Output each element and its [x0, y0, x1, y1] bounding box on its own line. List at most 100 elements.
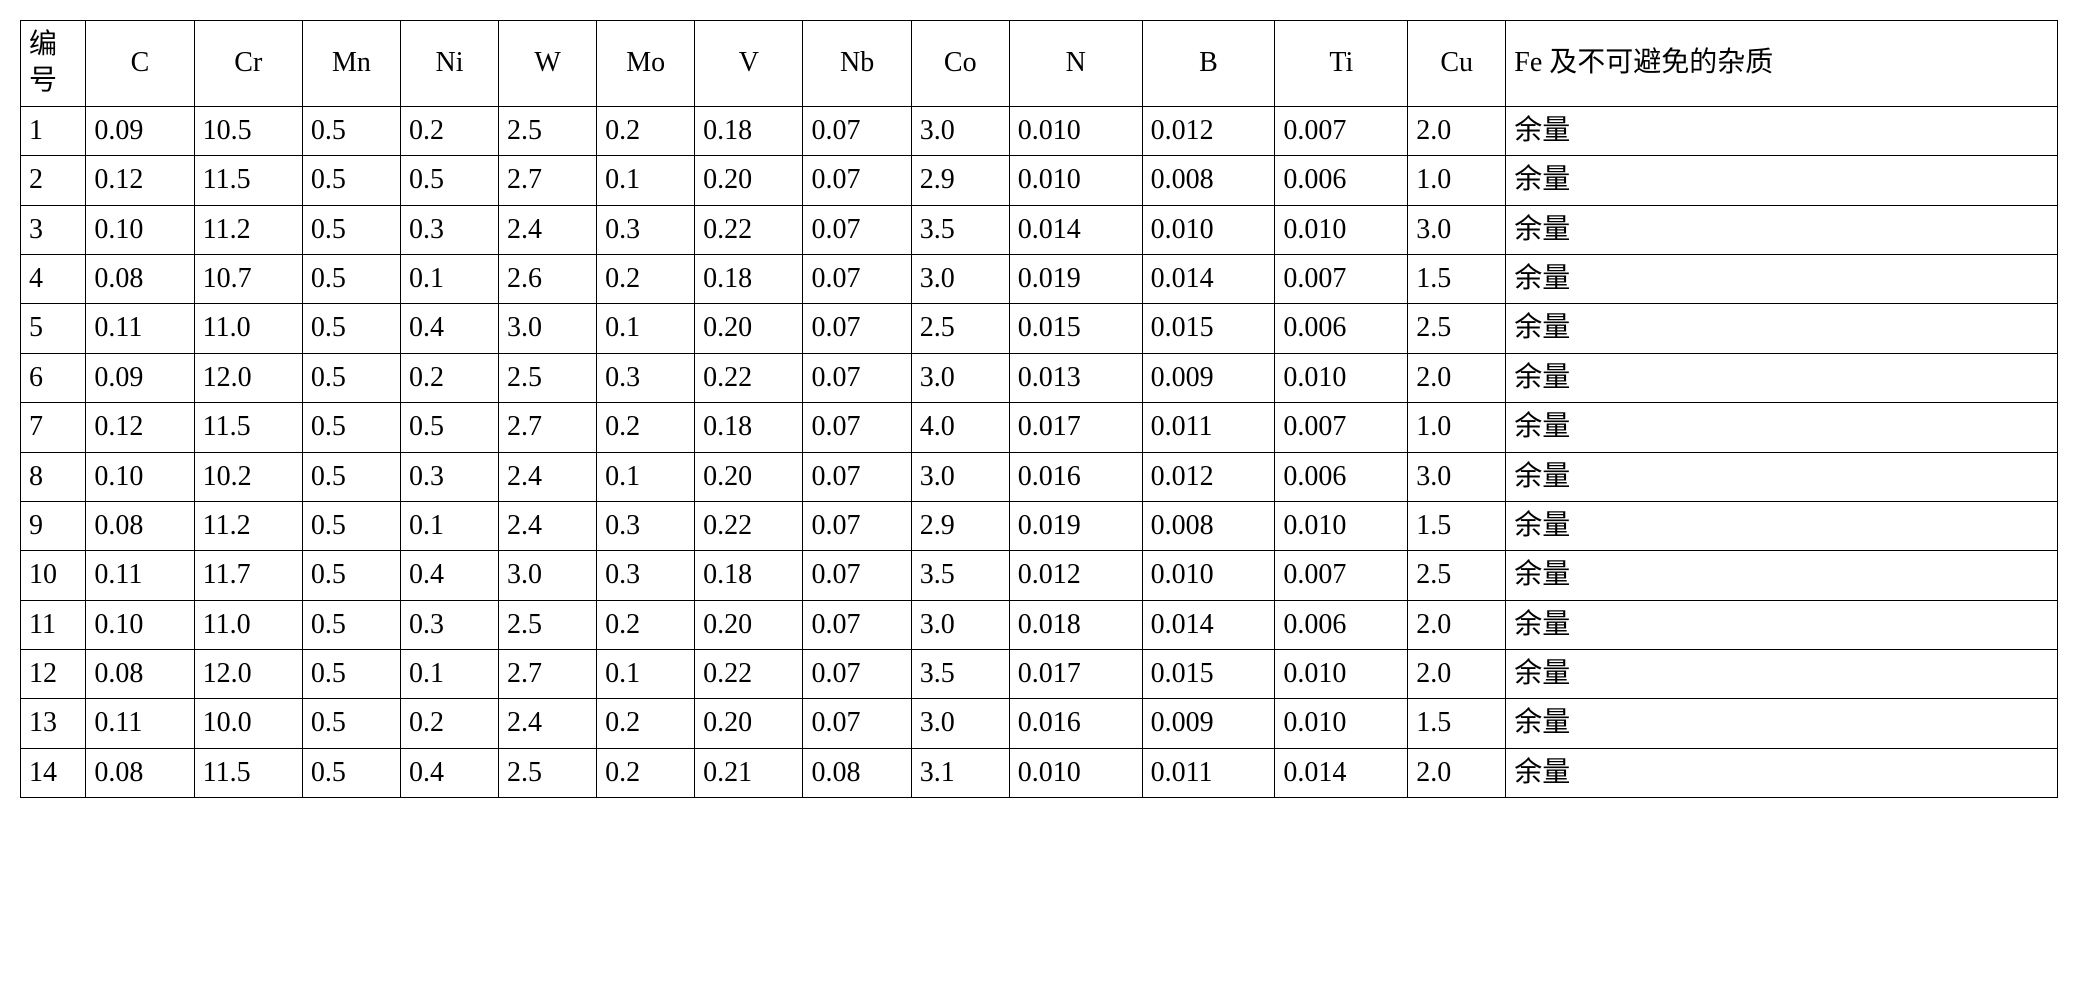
table-cell: 2.7 — [499, 156, 597, 205]
table-cell: 0.5 — [302, 650, 400, 699]
table-cell: 余量 — [1506, 551, 2058, 600]
table-cell: 0.2 — [400, 699, 498, 748]
table-cell: 4 — [21, 254, 86, 303]
table-cell: 0.07 — [803, 551, 911, 600]
table-cell: 0.07 — [803, 156, 911, 205]
table-cell: 0.5 — [302, 403, 400, 452]
table-cell: 11.7 — [194, 551, 302, 600]
table-cell: 0.2 — [597, 254, 695, 303]
table-cell: 0.3 — [597, 501, 695, 550]
column-header-c: C — [86, 21, 194, 107]
table-cell: 11.0 — [194, 600, 302, 649]
table-cell: 3.0 — [911, 106, 1009, 155]
table-cell: 11.5 — [194, 748, 302, 797]
table-cell: 2.4 — [499, 501, 597, 550]
table-cell: 0.014 — [1009, 205, 1142, 254]
table-cell: 11.5 — [194, 403, 302, 452]
table-cell: 0.009 — [1142, 699, 1275, 748]
table-cell: 11.2 — [194, 501, 302, 550]
table-cell: 3.1 — [911, 748, 1009, 797]
table-cell: 11.5 — [194, 156, 302, 205]
table-cell: 0.22 — [695, 501, 803, 550]
table-cell: 6 — [21, 353, 86, 402]
table-cell: 0.015 — [1142, 650, 1275, 699]
table-row: 50.1111.00.50.43.00.10.200.072.50.0150.0… — [21, 304, 2058, 353]
table-cell: 0.07 — [803, 254, 911, 303]
table-cell: 10.7 — [194, 254, 302, 303]
table-cell: 2.0 — [1408, 353, 1506, 402]
table-cell: 0.5 — [302, 501, 400, 550]
table-cell: 0.2 — [400, 106, 498, 155]
table-cell: 0.07 — [803, 304, 911, 353]
table-cell: 13 — [21, 699, 86, 748]
table-cell: 0.012 — [1009, 551, 1142, 600]
table-cell: 0.2 — [597, 699, 695, 748]
table-cell: 0.018 — [1009, 600, 1142, 649]
column-header-ti: Ti — [1275, 21, 1408, 107]
table-cell: 2.5 — [1408, 551, 1506, 600]
column-header-id: 编号 — [21, 21, 86, 107]
column-header-co: Co — [911, 21, 1009, 107]
table-cell: 余量 — [1506, 106, 2058, 155]
table-cell: 0.2 — [400, 353, 498, 402]
table-cell: 余量 — [1506, 650, 2058, 699]
table-cell: 2.4 — [499, 699, 597, 748]
table-cell: 3.5 — [911, 551, 1009, 600]
table-cell: 0.012 — [1142, 106, 1275, 155]
table-cell: 2.4 — [499, 205, 597, 254]
table-cell: 0.07 — [803, 205, 911, 254]
table-cell: 0.006 — [1275, 304, 1408, 353]
table-cell: 0.006 — [1275, 156, 1408, 205]
table-cell: 10 — [21, 551, 86, 600]
table-cell: 0.3 — [597, 353, 695, 402]
column-header-ni: Ni — [400, 21, 498, 107]
table-row: 110.1011.00.50.32.50.20.200.073.00.0180.… — [21, 600, 2058, 649]
table-cell: 0.18 — [695, 106, 803, 155]
table-cell: 0.20 — [695, 452, 803, 501]
table-cell: 2.0 — [1408, 748, 1506, 797]
table-cell: 0.5 — [400, 403, 498, 452]
table-cell: 0.010 — [1275, 501, 1408, 550]
table-cell: 0.5 — [400, 156, 498, 205]
table-cell: 0.007 — [1275, 254, 1408, 303]
table-cell: 0.12 — [86, 156, 194, 205]
table-cell: 10.2 — [194, 452, 302, 501]
table-cell: 0.010 — [1009, 748, 1142, 797]
table-cell: 0.08 — [803, 748, 911, 797]
table-cell: 0.010 — [1275, 353, 1408, 402]
table-cell: 0.08 — [86, 748, 194, 797]
table-cell: 0.12 — [86, 403, 194, 452]
table-cell: 0.013 — [1009, 353, 1142, 402]
table-head: 编号CCrMnNiWMoVNbCoNBTiCuFe 及不可避免的杂质 — [21, 21, 2058, 107]
table-cell: 0.2 — [597, 106, 695, 155]
table-cell: 0.015 — [1009, 304, 1142, 353]
table-cell: 2.0 — [1408, 650, 1506, 699]
table-cell: 余量 — [1506, 353, 2058, 402]
table-cell: 0.5 — [302, 551, 400, 600]
table-cell: 0.20 — [695, 600, 803, 649]
table-cell: 0.3 — [400, 600, 498, 649]
table-cell: 2.9 — [911, 156, 1009, 205]
table-cell: 12.0 — [194, 353, 302, 402]
table-cell: 0.1 — [597, 304, 695, 353]
table-cell: 3.5 — [911, 650, 1009, 699]
table-cell: 0.20 — [695, 699, 803, 748]
table-body: 10.0910.50.50.22.50.20.180.073.00.0100.0… — [21, 106, 2058, 797]
table-cell: 0.07 — [803, 501, 911, 550]
table-cell: 余量 — [1506, 156, 2058, 205]
table-header-row: 编号CCrMnNiWMoVNbCoNBTiCuFe 及不可避免的杂质 — [21, 21, 2058, 107]
table-cell: 0.5 — [302, 304, 400, 353]
table-row: 130.1110.00.50.22.40.20.200.073.00.0160.… — [21, 699, 2058, 748]
table-cell: 4.0 — [911, 403, 1009, 452]
table-cell: 0.019 — [1009, 501, 1142, 550]
table-cell: 0.07 — [803, 403, 911, 452]
table-cell: 2.5 — [499, 600, 597, 649]
table-cell: 0.019 — [1009, 254, 1142, 303]
table-cell: 2.6 — [499, 254, 597, 303]
table-cell: 14 — [21, 748, 86, 797]
table-cell: 0.11 — [86, 551, 194, 600]
table-row: 120.0812.00.50.12.70.10.220.073.50.0170.… — [21, 650, 2058, 699]
table-cell: 1.0 — [1408, 403, 1506, 452]
table-cell: 0.4 — [400, 551, 498, 600]
table-cell: 0.5 — [302, 452, 400, 501]
